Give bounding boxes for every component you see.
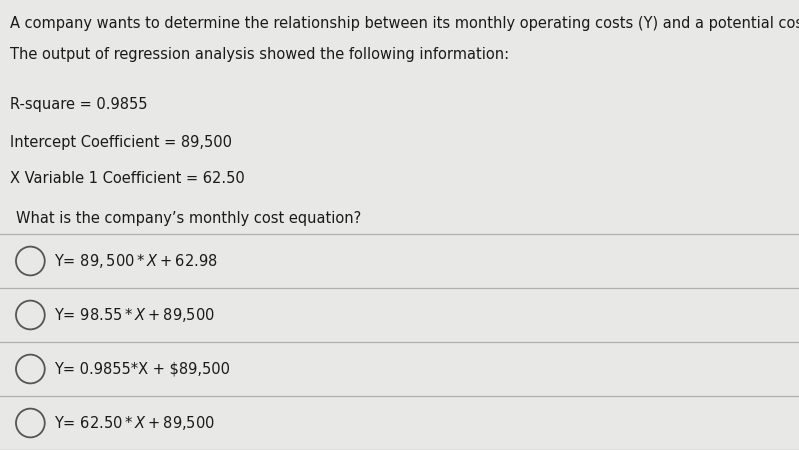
Text: A company wants to determine the relationship between its monthly operating cost: A company wants to determine the relatio… (10, 16, 799, 31)
Text: The output of regression analysis showed the following information:: The output of regression analysis showed… (10, 47, 509, 62)
Text: What is the company’s monthly cost equation?: What is the company’s monthly cost equat… (16, 212, 361, 226)
Text: Y= $89,500*X + $62.98: Y= $89,500*X + $62.98 (54, 252, 218, 270)
Text: Intercept Coefficient = 89,500: Intercept Coefficient = 89,500 (10, 135, 232, 150)
Text: X Variable 1 Coefficient = 62.50: X Variable 1 Coefficient = 62.50 (10, 171, 244, 186)
Text: Y= 0.9855*X + $89,500: Y= 0.9855*X + $89,500 (54, 361, 230, 377)
Text: Y= $62.50*X + $89,500: Y= $62.50*X + $89,500 (54, 414, 215, 432)
Text: Y= $98.55*X + $89,500: Y= $98.55*X + $89,500 (54, 306, 215, 324)
Text: R-square = 0.9855: R-square = 0.9855 (10, 97, 147, 112)
